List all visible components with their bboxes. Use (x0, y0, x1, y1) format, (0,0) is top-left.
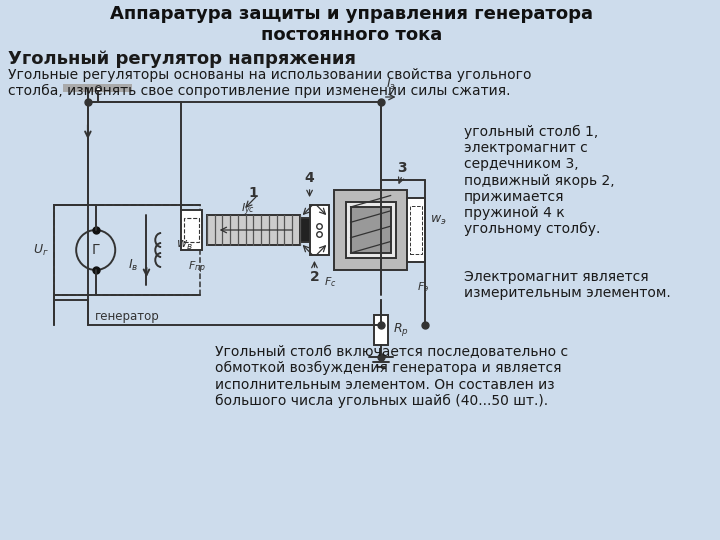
Bar (408, 198, 425, 262)
Text: $I_э$: $I_э$ (386, 77, 396, 92)
Text: $U_г$: $U_г$ (33, 242, 49, 258)
Bar (181, 210, 202, 250)
Text: 3: 3 (397, 161, 407, 175)
Text: Угольные регуляторы основаны на использовании свойства угольного
столба, изменят: Угольные регуляторы основаны на использо… (8, 68, 531, 98)
Text: Аппаратура защиты и управления генератора
постоянного тока: Аппаратура защиты и управления генератор… (110, 5, 593, 44)
Text: $I_{ус}$: $I_{ус}$ (241, 201, 255, 218)
Bar (63, 84, 132, 92)
Text: $F_{пр}$: $F_{пр}$ (188, 260, 207, 276)
Bar (300, 218, 310, 242)
Text: Г: Г (91, 243, 100, 257)
Text: 4: 4 (305, 171, 315, 185)
Text: 1: 1 (248, 186, 258, 200)
Text: $I_в$: $I_в$ (128, 258, 139, 273)
Bar (351, 207, 391, 253)
Bar (334, 190, 408, 270)
Text: Угольный регулятор напряжения: Угольный регулятор напряжения (8, 50, 356, 68)
Bar (184, 218, 199, 242)
Bar (410, 206, 422, 254)
Text: $w_э$: $w_э$ (430, 213, 446, 227)
Text: $F_э$: $F_э$ (417, 280, 429, 294)
Text: Электромагнит является
измерительным элементом.: Электромагнит является измерительным эле… (464, 270, 670, 300)
Text: угольный столб 1,
электромагнит с
сердечником 3,
подвижный якорь 2,
прижимается
: угольный столб 1, электромагнит с сердеч… (464, 125, 614, 237)
Bar (346, 202, 395, 258)
Text: генератор: генератор (94, 310, 159, 323)
Text: 2: 2 (310, 270, 320, 284)
Text: Угольный столб включается последовательно с
обмоткой возбуждения генератора и яв: Угольный столб включается последовательн… (215, 345, 568, 408)
Text: $R_р$: $R_р$ (392, 321, 408, 339)
Bar (374, 315, 387, 345)
Text: $F_с$: $F_с$ (324, 275, 337, 289)
Bar (207, 215, 300, 245)
Text: $w_в$: $w_в$ (176, 239, 193, 252)
Bar (310, 205, 329, 255)
Bar (54, 205, 200, 295)
